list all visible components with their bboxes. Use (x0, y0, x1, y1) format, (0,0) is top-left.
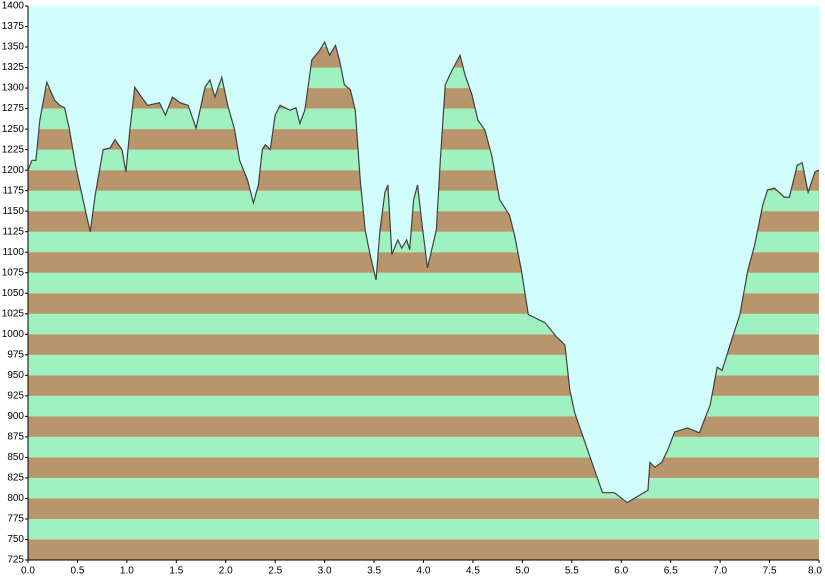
y-tick-label: 725 (7, 555, 24, 566)
y-tick-label: 1175 (2, 185, 24, 196)
x-tick-label: 4.0 (417, 566, 431, 577)
x-tick-label: 5.5 (565, 566, 579, 577)
y-tick-label: 1275 (2, 103, 25, 114)
x-tick-label: 1.5 (169, 566, 183, 577)
x-tick-label: 2.5 (268, 566, 282, 577)
elevation-line (27, 40, 820, 504)
x-tick-label: 2.0 (219, 566, 233, 577)
elevation-band (28, 436, 819, 458)
x-tick-label: 6.0 (614, 566, 628, 577)
x-tick-label: 5.0 (515, 566, 529, 577)
x-tick-label: 1.0 (120, 566, 134, 577)
y-tick-label: 1200 (2, 165, 25, 176)
y-tick-label: 975 (7, 349, 24, 360)
x-tick-label: 0.0 (21, 566, 35, 577)
y-tick-label: 750 (7, 534, 24, 545)
y-tick-label: 1075 (2, 267, 25, 278)
y-tick-label: 1400 (2, 1, 25, 12)
y-tick-label: 875 (7, 432, 24, 443)
y-tick-label: 1350 (2, 42, 25, 53)
x-tick-label: 7.5 (763, 566, 777, 577)
y-tick-label: 1100 (2, 247, 24, 258)
y-tick-label: 900 (7, 411, 24, 422)
x-tick-label: 7.0 (713, 566, 727, 577)
y-tick-label: 925 (7, 390, 24, 401)
y-tick-label: 1000 (2, 329, 25, 340)
elevation-band (28, 477, 819, 499)
y-tick-label: 850 (7, 452, 24, 463)
y-tick-label: 1050 (2, 288, 25, 299)
elevation-band (28, 457, 819, 478)
y-tick-label: 1150 (2, 206, 24, 217)
y-tick-label: 800 (7, 493, 24, 504)
y-tick-label: 1325 (2, 62, 25, 73)
y-tick-label: 775 (7, 514, 24, 525)
x-tick-label: 8.0 (808, 566, 822, 577)
elevation-band (28, 539, 819, 560)
x-tick-label: 0.5 (70, 566, 84, 577)
elevation-band (28, 518, 819, 540)
x-tick-label: 6.5 (664, 566, 678, 577)
x-tick-label: 3.0 (318, 566, 332, 577)
x-tick-label: 4.5 (466, 566, 480, 577)
y-tick-label: 1250 (2, 124, 25, 135)
x-tick-label: 3.5 (367, 566, 381, 577)
y-tick-label: 1375 (2, 21, 25, 32)
y-tick-label: 1025 (2, 308, 25, 319)
y-tick-label: 1225 (2, 144, 25, 155)
y-tick-label: 1125 (2, 226, 24, 237)
y-tick-label: 950 (7, 370, 24, 381)
elevation-band (28, 498, 819, 519)
y-tick-label: 1300 (2, 83, 25, 94)
y-tick-label: 825 (7, 473, 24, 484)
